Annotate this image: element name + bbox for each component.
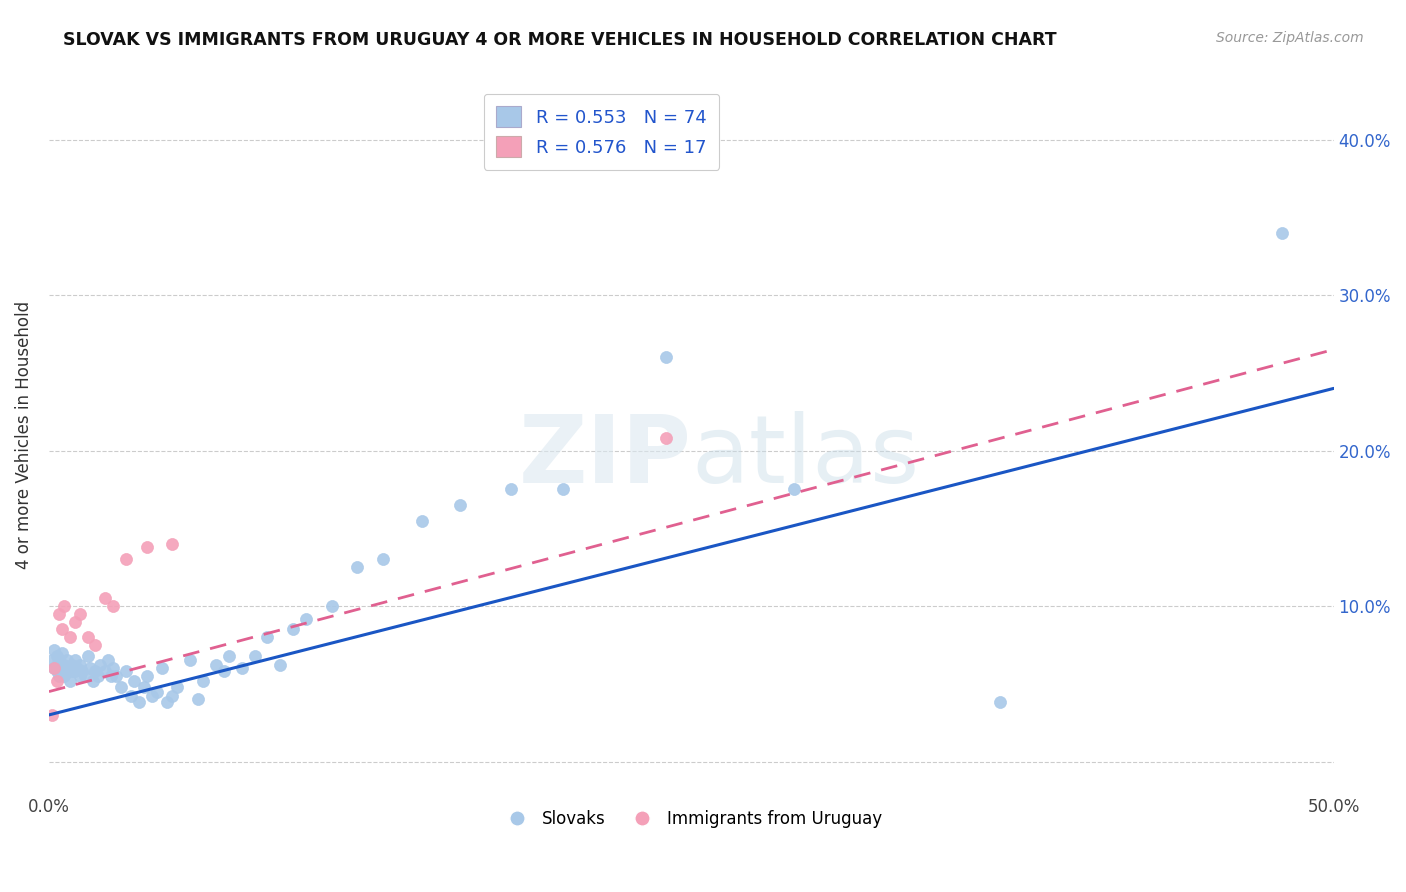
Point (115, 552, 138, 566)
Point (256, 630, 278, 644)
Point (135, 669, 157, 683)
Point (53, 599, 76, 613)
Point (45, 673, 67, 688)
Point (69, 669, 91, 683)
Point (212, 665, 235, 679)
Y-axis label: 4 or more Vehicles in Household: 4 or more Vehicles in Household (15, 301, 32, 569)
Point (346, 560, 368, 574)
Point (411, 514, 433, 528)
Text: Source: ZipAtlas.com: Source: ZipAtlas.com (1216, 31, 1364, 45)
Point (128, 696, 150, 710)
Point (103, 599, 125, 613)
Point (501, 483, 523, 497)
Point (84, 665, 107, 679)
Point (146, 684, 169, 698)
Point (82, 673, 104, 688)
Point (783, 483, 806, 497)
Point (63, 653, 86, 667)
Point (42, 642, 65, 657)
Point (69, 658, 91, 673)
Point (51, 623, 73, 637)
Point (115, 665, 138, 679)
Point (179, 653, 201, 667)
Point (156, 696, 179, 710)
Point (72, 665, 94, 679)
Point (135, 540, 157, 554)
Point (269, 658, 291, 673)
Point (110, 680, 132, 694)
Point (66, 661, 89, 675)
Point (243, 648, 266, 663)
Point (120, 690, 142, 704)
Point (97, 653, 120, 667)
Point (51, 661, 73, 675)
Text: ZIP: ZIP (519, 410, 692, 502)
Point (132, 680, 155, 694)
Point (84, 638, 107, 652)
Point (56, 665, 79, 679)
Text: SLOVAK VS IMMIGRANTS FROM URUGUAY 4 OR MORE VEHICLES IN HOUSEHOLD CORRELATION CH: SLOVAK VS IMMIGRANTS FROM URUGUAY 4 OR M… (63, 31, 1057, 49)
Point (42, 661, 65, 675)
Point (76, 630, 98, 644)
Point (321, 599, 343, 613)
Point (191, 673, 214, 688)
Point (187, 692, 209, 706)
Point (551, 483, 574, 497)
Point (371, 552, 394, 566)
Point (58, 630, 80, 644)
Point (295, 611, 318, 625)
Text: atlas: atlas (692, 410, 920, 502)
Point (218, 648, 240, 663)
Point (141, 690, 163, 704)
Point (48, 653, 70, 667)
Point (654, 431, 676, 445)
Point (87, 669, 110, 683)
Point (94, 591, 117, 606)
Point (60, 665, 83, 679)
Point (76, 648, 98, 663)
Point (60, 658, 83, 673)
Point (41, 707, 63, 722)
Point (48, 669, 70, 683)
Point (53, 658, 76, 673)
Point (53, 669, 76, 683)
Point (231, 661, 253, 675)
Point (162, 690, 184, 704)
Point (51, 646, 73, 660)
Point (58, 673, 80, 688)
Point (166, 680, 188, 694)
Point (1271, 226, 1294, 240)
Point (51, 665, 73, 679)
Point (103, 661, 125, 675)
Point (45, 665, 67, 679)
Point (56, 661, 79, 675)
Point (79, 661, 101, 675)
Point (104, 669, 127, 683)
Point (100, 669, 122, 683)
Point (42, 661, 65, 675)
Point (48, 607, 70, 621)
Point (45, 658, 67, 673)
Point (63, 615, 86, 629)
Point (162, 537, 184, 551)
Point (63, 665, 86, 679)
Point (89, 658, 111, 673)
Point (73, 669, 96, 683)
Point (281, 623, 304, 637)
Point (41, 653, 63, 667)
Point (56, 653, 79, 667)
Point (654, 351, 676, 365)
Point (122, 673, 145, 688)
Point (45, 648, 67, 663)
Point (58, 661, 80, 675)
Point (205, 658, 228, 673)
Point (94, 665, 117, 679)
Point (69, 607, 91, 621)
Point (988, 696, 1011, 710)
Point (150, 661, 173, 675)
Legend: Slovaks, Immigrants from Uruguay: Slovaks, Immigrants from Uruguay (494, 803, 889, 834)
Point (449, 498, 471, 512)
